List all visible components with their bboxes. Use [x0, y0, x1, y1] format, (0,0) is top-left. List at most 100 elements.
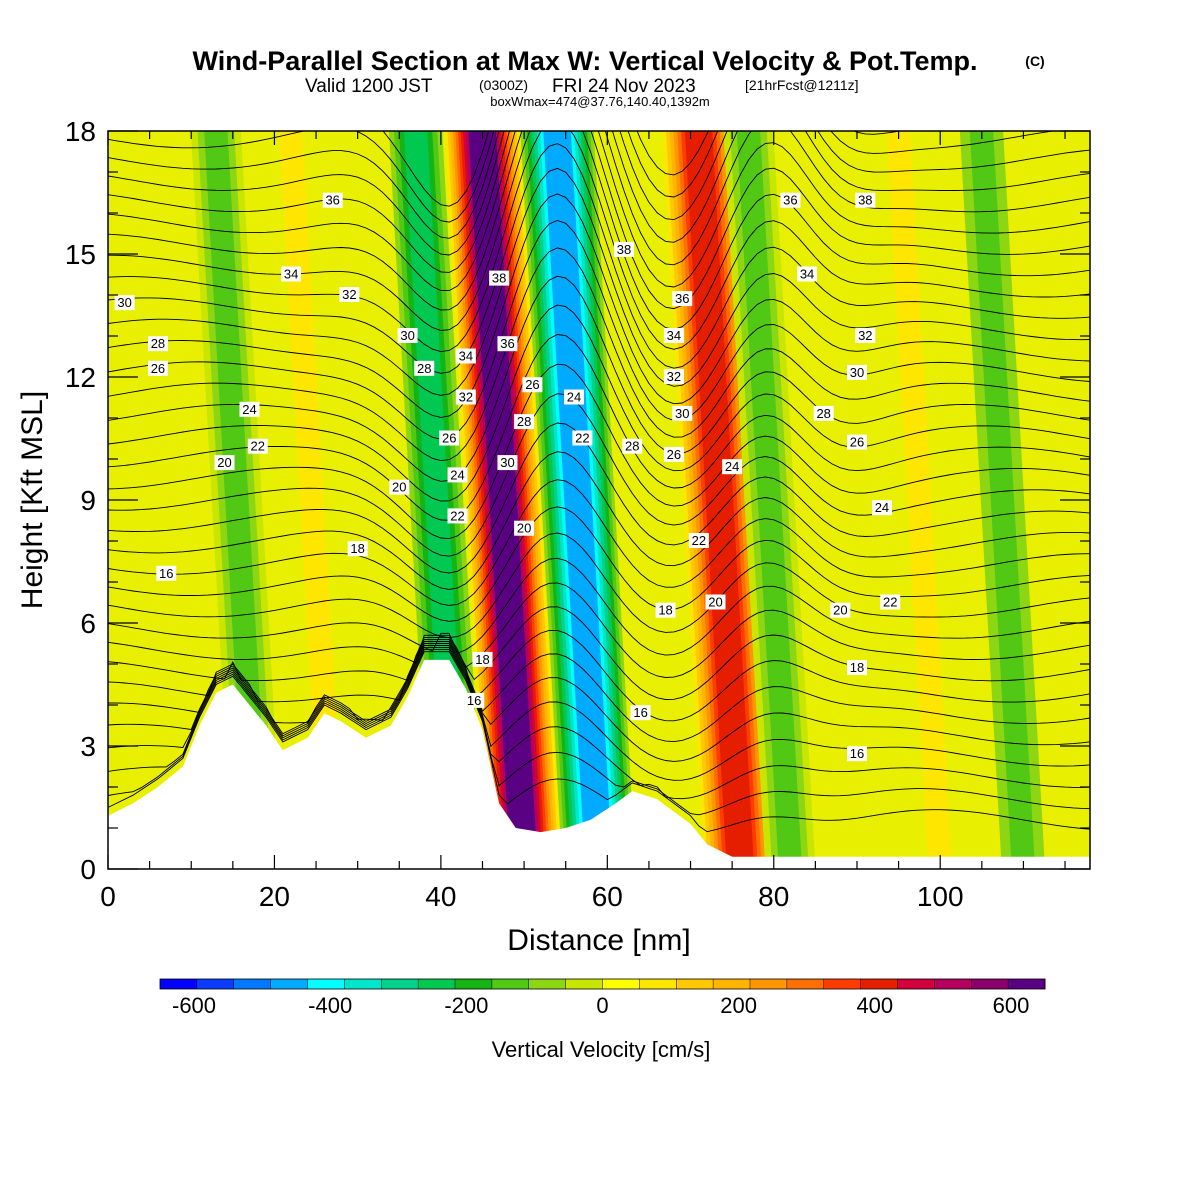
theta-label: 30 [114, 295, 135, 311]
theta-contour-line [108, 304, 1090, 502]
theta-contour-line [108, 451, 1090, 590]
svg-text:32: 32 [459, 390, 473, 405]
x-tick-label: 0 [100, 881, 116, 912]
colorbar: -600 -400 -200 0 200 400 600 [159, 978, 1046, 1018]
colorbar-swatch [786, 979, 825, 989]
theta-contour-line [108, 143, 1090, 374]
theta-label: 16 [630, 705, 651, 721]
svg-text:18: 18 [475, 652, 489, 667]
theta-contour-line [108, 606, 1090, 700]
theta-contour-line [108, 131, 1090, 331]
theta-label: 38 [489, 270, 510, 286]
colorbar-swatch [270, 979, 308, 989]
y-tick-label: 0 [80, 854, 96, 885]
theta-label: 24 [239, 401, 260, 417]
colorbar-swatch [491, 979, 530, 989]
colorbar-swatch [160, 979, 198, 989]
colorbar-swatch [971, 979, 1009, 989]
copyright-mark: (C) [1025, 53, 1044, 69]
theta-label: 24 [564, 389, 585, 405]
svg-text:22: 22 [692, 533, 706, 548]
svg-text:28: 28 [417, 361, 431, 376]
svg-text:38: 38 [492, 271, 506, 286]
theta-label: 26 [663, 446, 684, 462]
velocity-band [543, 131, 613, 869]
colorbar-swatch [897, 979, 935, 989]
chart-title: Wind-Parallel Section at Max W: Vertical… [193, 46, 978, 76]
theta-contour-line [108, 167, 1090, 396]
svg-text:24: 24 [567, 390, 581, 405]
theta-label: 24 [447, 467, 468, 483]
valid-time-line: Valid 1200 JST (0300Z) FRI 24 Nov 2023 [… [305, 76, 859, 97]
theta-contour-line [108, 131, 1090, 292]
theta-label: 20 [389, 479, 410, 495]
theta-label: 30 [397, 328, 418, 343]
theta-label: 28 [813, 405, 834, 421]
colorbar-swatch [676, 979, 714, 989]
valid-prefix: Valid 1200 JST [305, 76, 433, 97]
svg-text:20: 20 [392, 480, 406, 495]
theta-label: 20 [830, 602, 851, 618]
svg-text:18: 18 [350, 541, 364, 556]
colorbar-swatch [418, 979, 456, 989]
velocity-band [468, 131, 538, 869]
theta-label: 36 [672, 291, 693, 307]
svg-text:34: 34 [459, 349, 473, 364]
theta-label: 22 [247, 438, 268, 454]
colorbar-swatch [455, 979, 493, 989]
theta-label: 34 [281, 266, 302, 282]
colorbar-swatch [823, 979, 862, 989]
svg-text:16: 16 [467, 693, 481, 708]
theta-label: 24 [871, 500, 892, 516]
theta-contour-line [108, 422, 1090, 574]
theta-label: 38 [855, 192, 876, 208]
theta-contour-line [108, 582, 1090, 678]
y-tick-label: 12 [65, 362, 96, 393]
svg-text:28: 28 [151, 336, 165, 351]
svg-text:30: 30 [675, 406, 689, 421]
colorbar-swatch [196, 979, 235, 989]
svg-text:18: 18 [658, 603, 672, 618]
theta-label: 28 [514, 414, 535, 430]
colorbar-tick-label: -200 [444, 993, 488, 1018]
theta-contour-line [108, 131, 1090, 256]
forecast-info: [21hrFcst@1211z] [745, 77, 859, 93]
theta-label: 28 [622, 438, 643, 454]
theta-label: 28 [147, 336, 168, 352]
svg-text:20: 20 [517, 521, 531, 536]
theta-contour-line [108, 651, 1090, 833]
colorbar-swatch [528, 979, 567, 989]
svg-text:18: 18 [850, 660, 864, 675]
svg-text:16: 16 [159, 566, 173, 581]
colorbar-swatch [602, 979, 640, 989]
svg-text:30: 30 [500, 455, 514, 470]
svg-text:22: 22 [251, 439, 265, 454]
y-tick-label: 18 [65, 116, 96, 147]
theta-contour-line [108, 193, 1090, 418]
theta-label: 38 [613, 241, 634, 257]
valid-date: FRI 24 Nov 2023 [552, 76, 696, 97]
velocity-band [886, 131, 952, 869]
colorbar-swatch [344, 979, 382, 989]
theta-label: 18 [846, 660, 867, 676]
svg-text:36: 36 [500, 336, 514, 351]
colorbar-swatch [233, 979, 272, 989]
svg-text:24: 24 [450, 467, 464, 482]
theta-contour-line [108, 557, 1090, 656]
box-wmax-info: boxWmax=474@37.76,140.40,1392m [490, 94, 710, 109]
theta-label: 20 [705, 594, 726, 610]
svg-text:36: 36 [783, 193, 797, 208]
colorbar-swatch [381, 979, 419, 989]
x-tick-label: 80 [758, 881, 789, 912]
svg-text:24: 24 [875, 500, 889, 515]
theta-label: 32 [339, 287, 360, 302]
theta-contour-line [108, 131, 1090, 273]
svg-text:28: 28 [517, 414, 531, 429]
theta-label: 26 [147, 360, 168, 376]
colorbar-tick-label: 0 [596, 993, 608, 1018]
theta-label: 18 [347, 541, 368, 557]
plot-area: 36 34 30 32 28 26 24 22 20 16 18 20 30 28 34 32 26 24 22 38… [108, 131, 1090, 869]
svg-text:16: 16 [850, 746, 864, 761]
theta-label: 26 [846, 434, 867, 450]
